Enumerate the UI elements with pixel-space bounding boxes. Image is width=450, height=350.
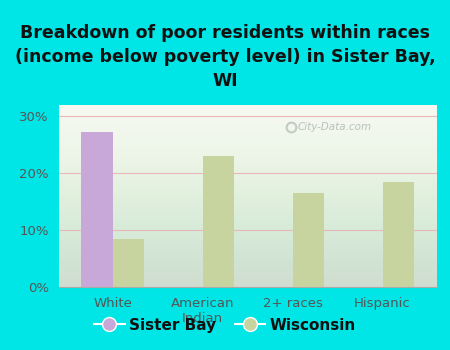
Text: Breakdown of poor residents within races
(income below poverty level) in Sister : Breakdown of poor residents within races… xyxy=(15,25,435,90)
Bar xyxy=(81,132,112,287)
Legend: Sister Bay, Wisconsin: Sister Bay, Wisconsin xyxy=(88,312,362,339)
Bar xyxy=(112,239,144,287)
Text: City-Data.com: City-Data.com xyxy=(297,122,372,132)
Bar xyxy=(382,182,414,287)
Bar xyxy=(292,193,324,287)
Bar xyxy=(202,156,234,287)
